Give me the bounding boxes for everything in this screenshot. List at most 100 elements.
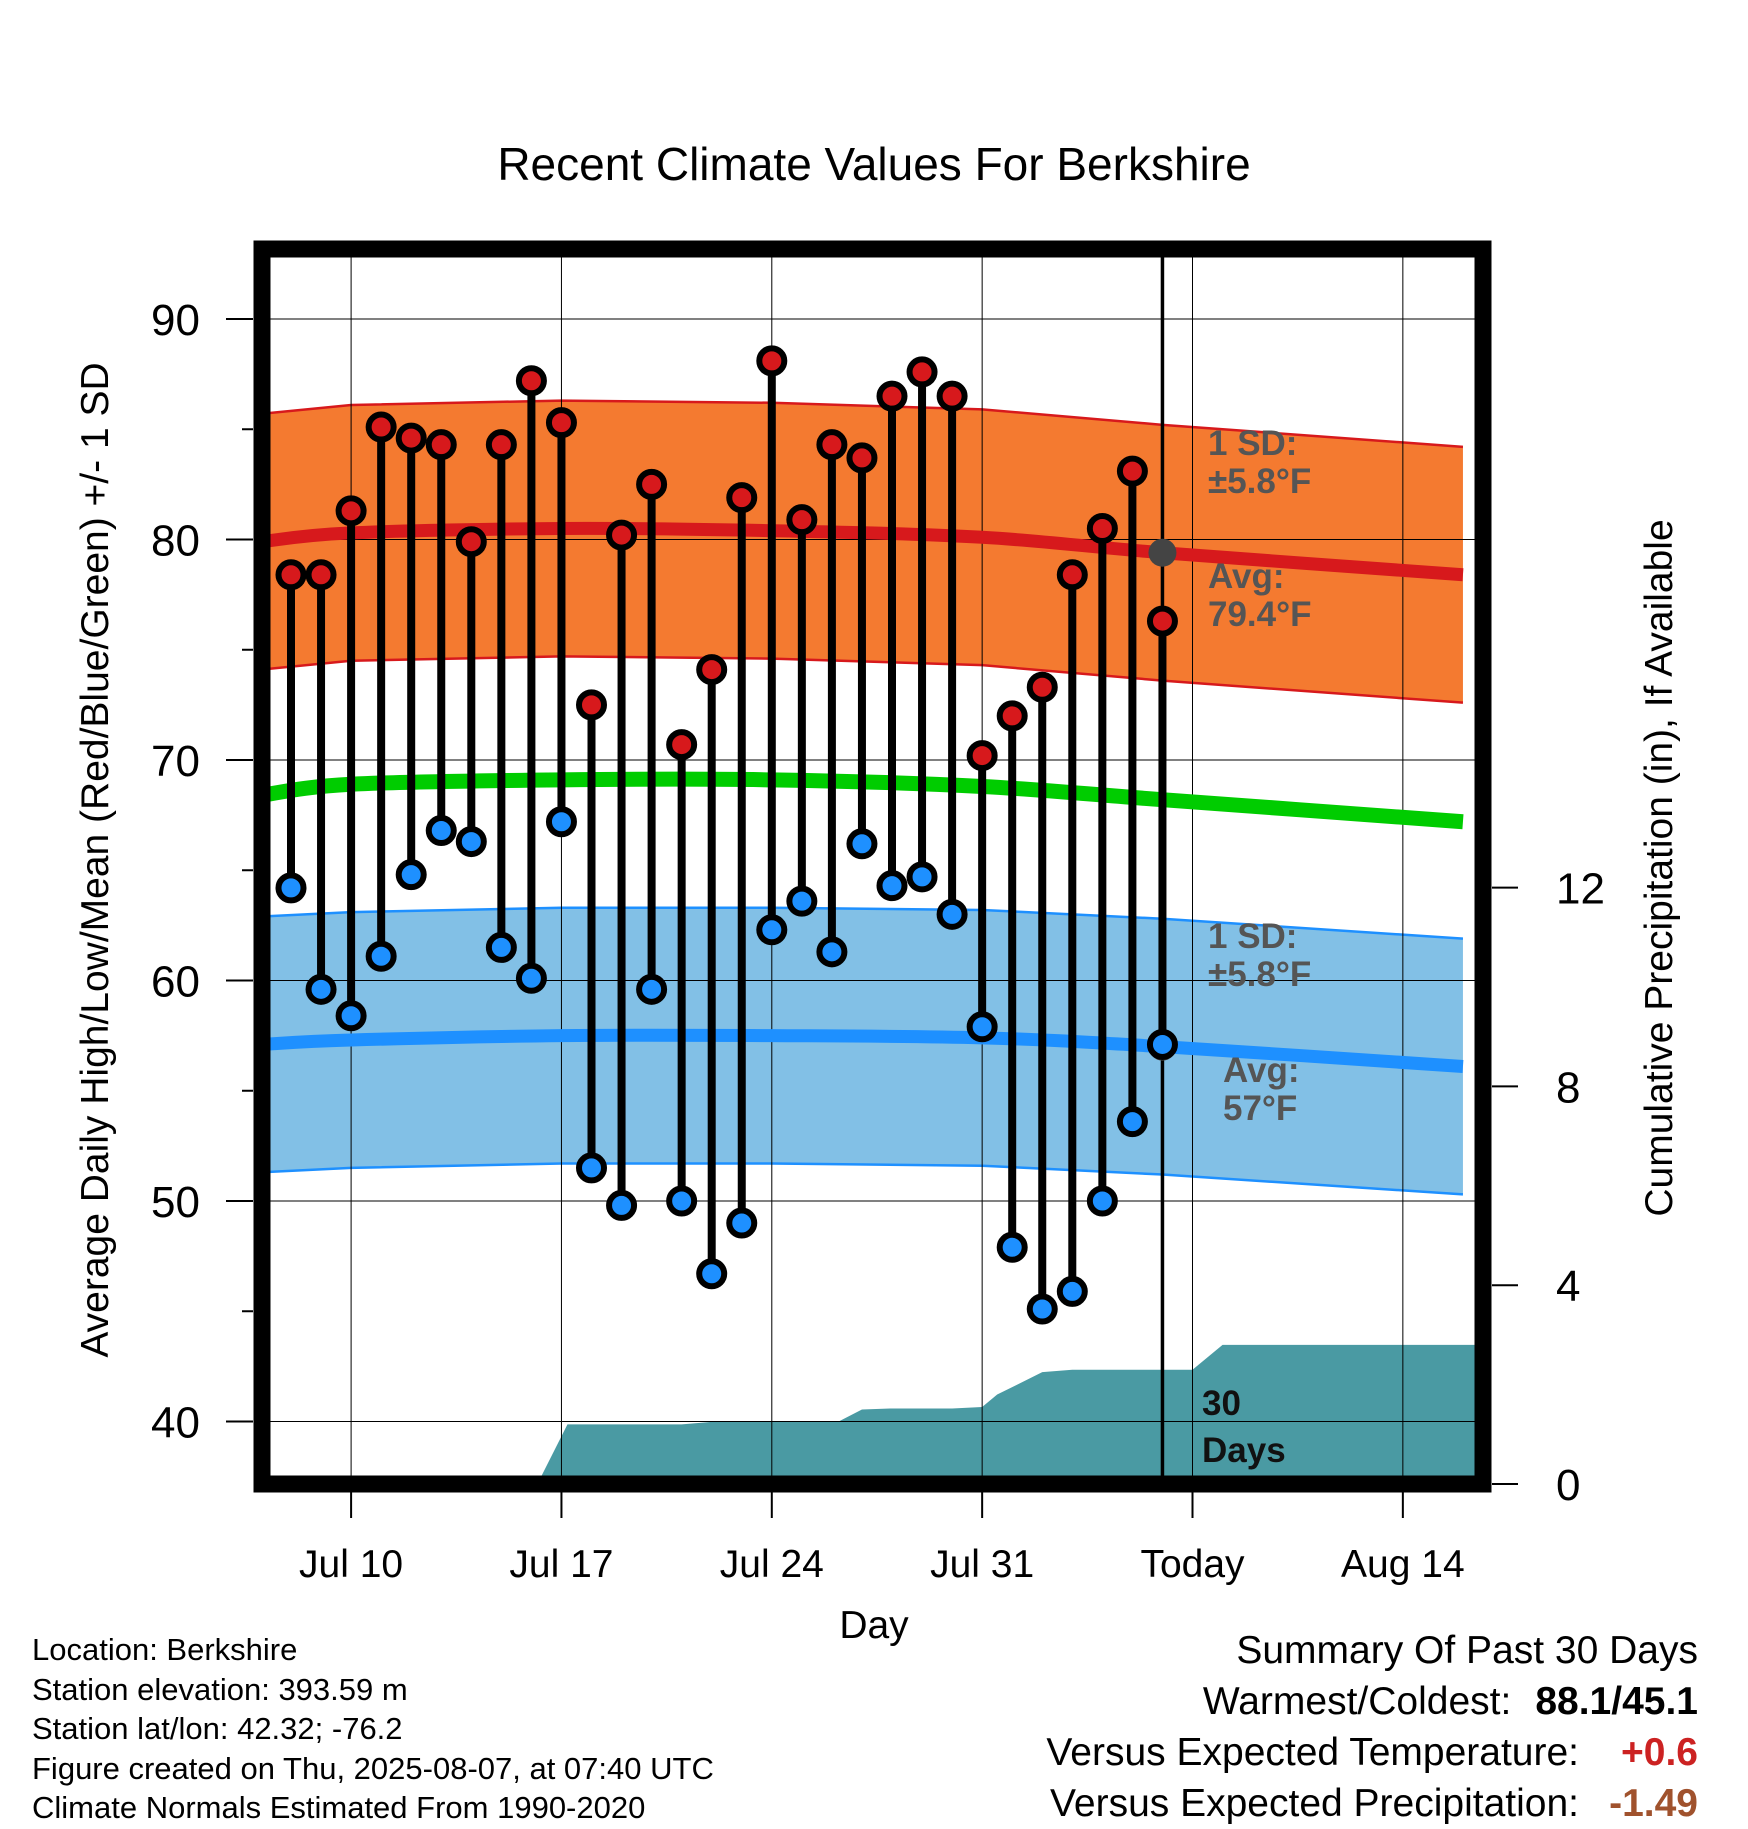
high-point [335,495,367,527]
high-sd-annotation: ±5.8°F [1208,462,1311,501]
high-point [606,519,638,551]
low-point [906,861,938,893]
high-avg-annotation: 79.4°F [1208,595,1312,634]
high-point [816,429,848,461]
plot-frame [253,240,1492,1493]
y2-axis-label: Cumulative Precipitation (in), If Availa… [1638,519,1681,1216]
location-text: Location: Berkshire [32,1632,298,1667]
warmest-label: Warmest/Coldest: [1202,1680,1512,1723]
precip-value: -1.49 [1609,1782,1698,1825]
high-point [636,468,668,500]
summary-warmest-row: Warmest/Coldest: 88.1/45.1 [1046,1676,1698,1727]
low-sd-annotation: ±5.8°F [1208,955,1311,994]
mean-line [262,771,1464,830]
station-info: Location: Berkshire Station elevation: 3… [32,1630,714,1828]
y-tick-label: 90 [151,296,200,345]
days-label-text: Days [1202,1431,1286,1470]
y-tick-label: 60 [151,958,200,1007]
low-point [966,1011,998,1043]
summary-temp-row: Versus Expected Temperature: +0.6 [1046,1727,1698,1778]
warmest-value: 88.1/45.1 [1535,1680,1698,1723]
low-avg-annotation: Avg: [1223,1051,1299,1090]
high-point [696,654,728,686]
high-point [455,526,487,558]
high-point [305,559,337,591]
low-point [576,1152,607,1184]
y-tick-label: 80 [151,517,200,566]
summary-panel: Summary Of Past 30 Days Warmest/Coldest:… [1046,1625,1698,1829]
low-sd-annotation: 1 SD: [1208,917,1297,956]
high-point [876,380,908,412]
low-point [876,870,908,902]
y2-tick-label: 4 [1556,1262,1580,1311]
high-point [365,411,397,443]
x-tick-label: Jul 17 [509,1543,613,1586]
low-mean-line [262,1028,1464,1073]
y-tick-label: 50 [151,1178,200,1227]
y-tick-label: 70 [151,737,200,786]
today-high-normal-dot [1148,538,1177,567]
low-point [846,828,878,860]
low-point [606,1189,638,1221]
low-point [1056,1275,1088,1307]
high-point [906,356,938,388]
low-point [726,1207,758,1239]
summary-title: Summary Of Past 30 Days [1236,1629,1698,1672]
high-point [966,740,998,772]
elevation-text: Station elevation: 393.59 m [32,1671,408,1707]
high-point [275,559,307,591]
low-point [335,1000,367,1032]
summary-precip-row: Versus Expected Precipitation: -1.49 [1046,1778,1698,1829]
x-tick-label: Today [1140,1543,1245,1586]
low-point [816,936,848,968]
high-point [395,422,427,454]
y2-tick-label: 0 [1556,1461,1580,1510]
low-point [996,1231,1028,1263]
days-label-number: 30 [1202,1384,1241,1423]
high-point [545,407,577,439]
high-point [846,442,878,474]
y-axis-label: Average Daily High/Low/Mean (Red/Blue/Gr… [74,362,117,1357]
latlon-text: Station lat/lon: 42.32; -76.2 [32,1711,403,1746]
high-point [996,700,1028,732]
low-avg-annotation: 57°F [1223,1089,1297,1128]
high-point [485,429,517,461]
created-text: Figure created on Thu, 2025-08-07, at 07… [32,1750,714,1786]
high-point [1056,559,1088,591]
low-point [636,973,668,1005]
normals-text: Climate Normals Estimated From 1990-2020 [32,1790,646,1825]
high-point [726,482,758,514]
high-point [1086,512,1118,544]
high-point [666,729,698,761]
low-point [1146,1028,1178,1060]
low-point [425,815,457,847]
precip-label: Versus Expected Precipitation: [1050,1782,1579,1825]
high-point [576,689,607,721]
y2-tick-label: 8 [1556,1063,1580,1112]
low-point [1026,1293,1058,1325]
high-point [1026,671,1058,703]
x-tick-label: Jul 24 [720,1543,824,1586]
low-point [515,962,547,994]
y2-tick-label: 12 [1556,865,1605,914]
low-point [455,826,487,858]
low-point [696,1258,728,1290]
precip-area [537,1344,1483,1484]
high-avg-annotation: Avg: [1208,557,1284,596]
low-point [756,914,788,946]
high-point [1116,455,1148,487]
temp-label: Versus Expected Temperature: [1046,1731,1579,1774]
low-point [365,940,397,972]
high-point [936,380,968,412]
low-point [305,973,337,1005]
low-point [485,931,517,963]
high-point [756,345,788,377]
low-point [395,859,427,891]
low-point [1116,1106,1148,1138]
low-point [1086,1185,1118,1217]
low-point [666,1185,698,1217]
x-axis-label: Day [839,1604,909,1647]
